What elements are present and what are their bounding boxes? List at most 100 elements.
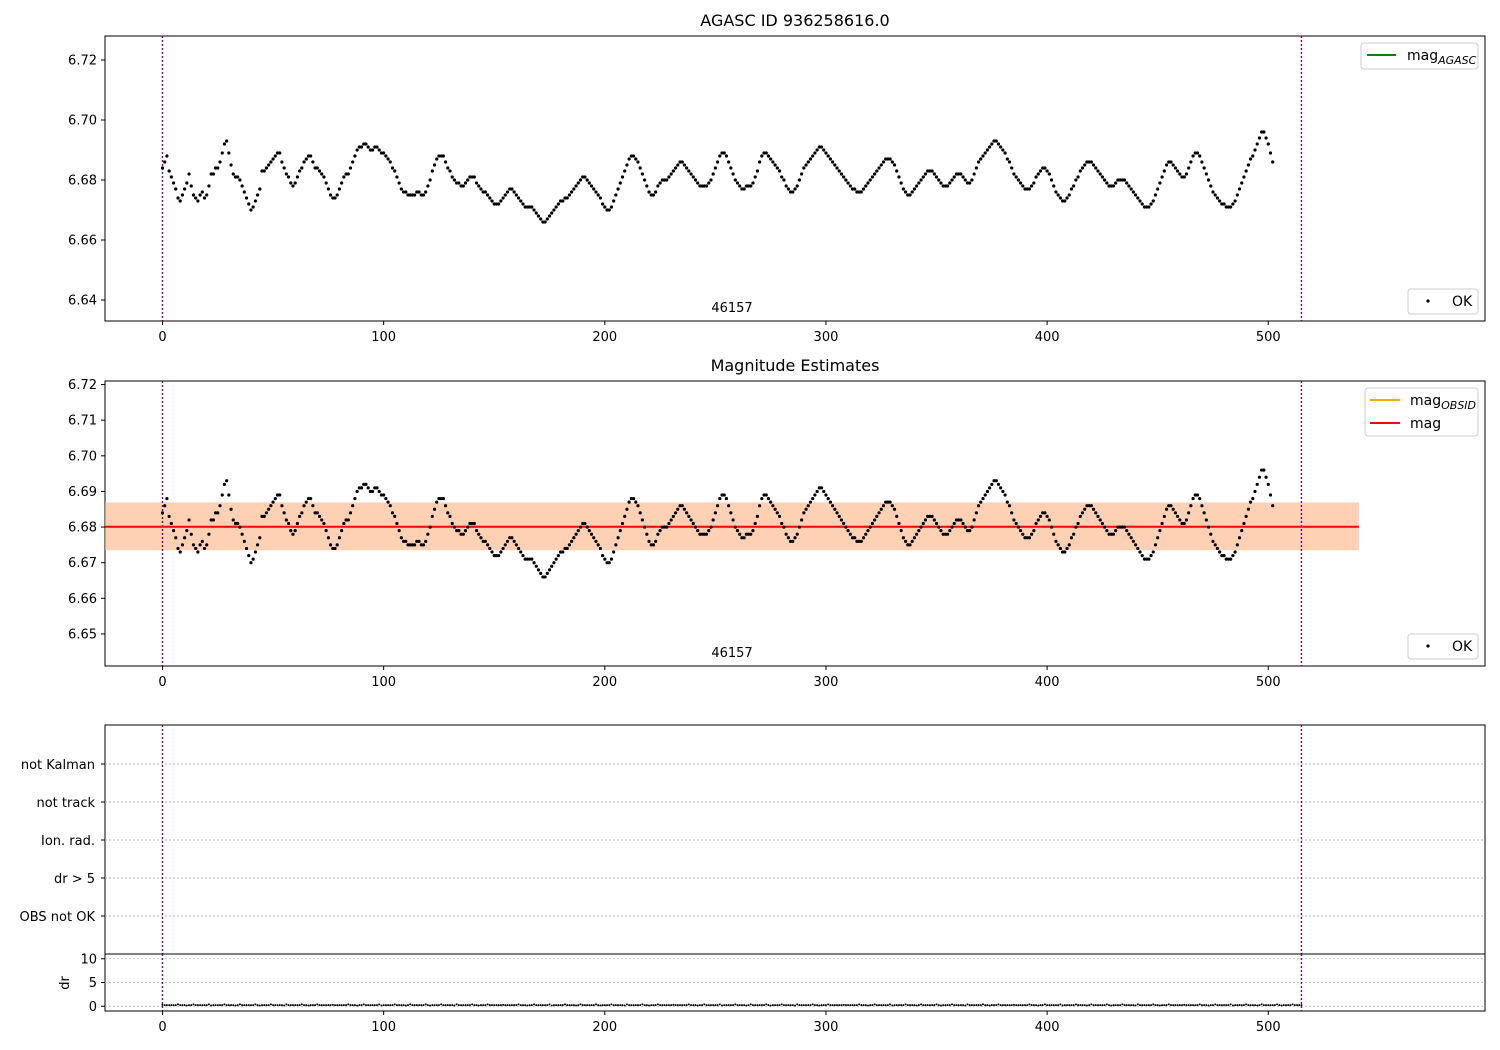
- ok-point: [408, 543, 412, 547]
- dr-point: [1165, 1004, 1168, 1007]
- ok-point: [1052, 184, 1056, 188]
- ok-point: [999, 486, 1003, 490]
- agasc-obsid-annotation: 46157: [711, 301, 752, 316]
- ok-point: [616, 187, 620, 191]
- ok-point: [1255, 482, 1259, 486]
- dr-point: [457, 1004, 460, 1007]
- ok-point: [917, 529, 921, 533]
- dr-points: [161, 1003, 1303, 1007]
- ok-point: [1220, 553, 1224, 558]
- ok-point: [388, 504, 392, 508]
- ok-point: [207, 184, 211, 188]
- ok-point: [870, 175, 875, 179]
- ok-point: [861, 536, 866, 540]
- ok-point: [1036, 518, 1040, 522]
- ok-point: [227, 151, 231, 155]
- dr-point: [247, 1004, 250, 1007]
- ok-point: [846, 181, 850, 185]
- dr-point: [612, 1004, 615, 1007]
- dr-point: [652, 1004, 655, 1007]
- ok-point: [1127, 532, 1131, 536]
- ok-point: [231, 518, 235, 522]
- ok-point: [286, 175, 291, 179]
- ok-point: [764, 493, 768, 497]
- ok-point: [700, 184, 704, 188]
- ok-point: [1251, 154, 1255, 158]
- ok-point: [1233, 550, 1237, 554]
- magnitude-y-axis: 6.656.666.676.686.696.706.716.72: [68, 378, 105, 642]
- magnitude-points-legend-marker: [1426, 644, 1430, 648]
- ok-point: [344, 172, 348, 176]
- ok-point: [994, 139, 998, 143]
- dr-point: [1225, 1004, 1228, 1007]
- magnitude-legend-mag-label: mag: [1410, 416, 1441, 432]
- ok-point: [171, 181, 176, 185]
- dr-point: [1028, 1003, 1031, 1006]
- ok-point: [598, 546, 602, 551]
- dr-point: [484, 1004, 487, 1007]
- ok-point: [289, 529, 293, 533]
- y-tick-label: 6.72: [68, 378, 97, 393]
- dr-point: [1284, 1004, 1287, 1007]
- ok-point: [647, 539, 651, 543]
- dr-point: [1063, 1004, 1066, 1007]
- ok-point: [231, 172, 235, 176]
- ok-point: [570, 190, 574, 194]
- ok-point: [999, 145, 1003, 149]
- ok-point: [640, 172, 645, 176]
- ok-point: [665, 525, 669, 529]
- dr-point: [586, 1004, 589, 1007]
- dr-point: [1220, 1004, 1223, 1007]
- agasc-points: [160, 130, 1275, 224]
- ok-point: [660, 178, 664, 182]
- ok-point: [853, 187, 857, 191]
- dr-point: [864, 1004, 867, 1007]
- ok-point: [777, 169, 782, 173]
- ok-point: [1014, 175, 1018, 179]
- dr-point: [1136, 1003, 1139, 1006]
- ok-point: [1047, 518, 1051, 522]
- ok-point: [1036, 172, 1040, 176]
- ok-point: [786, 536, 790, 540]
- ok-point: [315, 511, 319, 515]
- ok-point: [395, 175, 399, 179]
- ok-point: [835, 511, 839, 515]
- ok-point: [583, 175, 587, 179]
- ok-point: [545, 217, 549, 221]
- ok-point: [943, 184, 947, 188]
- ok-point: [510, 187, 514, 191]
- ok-point: [689, 172, 693, 176]
- ok-point: [921, 521, 925, 526]
- x-tick-label: 200: [592, 330, 617, 345]
- ok-point: [1018, 529, 1023, 533]
- ok-point: [1204, 518, 1208, 522]
- ok-point: [253, 199, 257, 203]
- ok-point: [523, 557, 527, 561]
- ok-point: [302, 504, 306, 508]
- ok-point: [1098, 518, 1102, 522]
- dr-point: [1079, 1004, 1082, 1007]
- ok-point: [915, 532, 919, 536]
- dr-point: [782, 1004, 785, 1007]
- ok-point: [676, 163, 680, 167]
- ok-point: [928, 169, 932, 173]
- ok-point: [477, 532, 481, 536]
- ok-point: [1257, 475, 1262, 479]
- dr-point: [632, 1004, 635, 1007]
- ok-point: [890, 160, 894, 164]
- ok-point: [1231, 202, 1235, 206]
- dr-point: [718, 1003, 721, 1006]
- dr-point: [1260, 1003, 1263, 1006]
- dr-point: [564, 1003, 566, 1006]
- dr-point: [334, 1004, 336, 1007]
- ok-point: [1069, 536, 1074, 540]
- magnitude-x-axis: 0 100 200 300 400 500: [158, 666, 1281, 690]
- ok-point: [220, 151, 224, 155]
- ok-point: [1164, 163, 1169, 167]
- ok-point: [536, 214, 541, 218]
- ok-point: [176, 196, 180, 200]
- dr-point: [207, 1003, 210, 1006]
- ok-point: [673, 511, 678, 515]
- ok-point: [322, 521, 326, 526]
- ok-point: [1023, 536, 1027, 540]
